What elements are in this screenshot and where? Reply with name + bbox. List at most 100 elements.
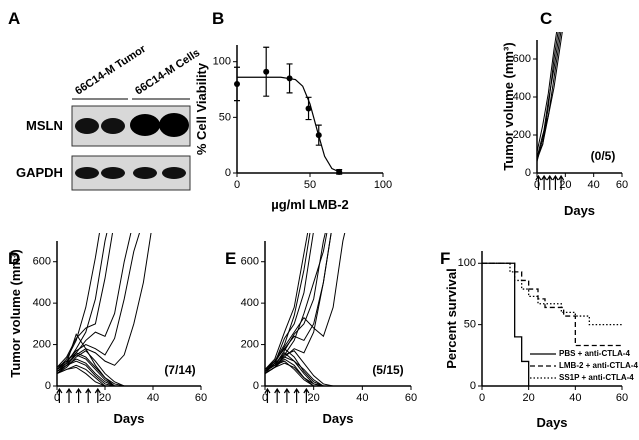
chart-panel: B 0 50 100 0 50 100 µg/ml LMB-2 % Cell Viability (194, 9, 392, 212)
y-tick-label: 400 (513, 91, 531, 103)
y-tick-label: 600 (513, 53, 531, 65)
data-point (263, 68, 270, 75)
x-tick-label: 40 (356, 392, 368, 404)
survival-curve (482, 262, 530, 386)
tumor-growth-line (264, 356, 324, 386)
panel-label: A (8, 9, 20, 28)
treatment-arrow (558, 174, 565, 190)
tumor-growth-line (56, 233, 114, 368)
chart-panel: D 0 200 400 600 0 20 40 60 Days Tumor volume (mm³)… (8, 233, 207, 426)
panel-label: E (225, 249, 236, 268)
treatment-arrow (94, 387, 101, 403)
x-tick-label: 40 (569, 392, 581, 404)
tumor-growth-line (56, 358, 115, 386)
tumor-growth-line (536, 32, 562, 160)
y-tick-label: 200 (33, 338, 51, 350)
y-tick-label: 100 (458, 257, 476, 269)
tumor-growth-line (264, 362, 324, 386)
y-axis-title: % Cell Viability (194, 62, 209, 155)
y-tick-label: 100 (213, 56, 231, 68)
x-tick-label: 50 (304, 179, 316, 191)
x-tick-label: 40 (147, 392, 159, 404)
y-tick-label: 0 (470, 380, 476, 392)
x-tick-label: 20 (308, 392, 320, 404)
treatment-arrow (264, 387, 271, 403)
y-axis-title: Tumor volume (mm³) (501, 42, 516, 170)
legend-label: SS1P + anti-CTLA-4 (559, 373, 634, 382)
chart-panel: E 0 200 400 600 0 20 40 60 Days (5/15) (225, 233, 417, 426)
x-tick-label: 0 (262, 392, 268, 404)
data-point (286, 75, 293, 82)
x-axis-title: Days (536, 415, 567, 430)
x-tick-label: 20 (559, 179, 571, 191)
panel-label: D (8, 249, 20, 268)
tumor-growth-line (536, 32, 563, 158)
tumor-growth-line (56, 233, 108, 372)
band (130, 114, 160, 136)
y-axis-title: Tumor volume (mm³) (8, 249, 23, 377)
x-axis-title: Days (322, 411, 353, 426)
y-tick-label: 50 (464, 319, 476, 331)
treatment-arrow (541, 174, 548, 190)
treatment-arrow (85, 387, 92, 403)
annotation: (7/14) (164, 363, 195, 377)
tumor-growth-line (56, 233, 100, 370)
x-tick-label: 0 (234, 179, 240, 191)
data-point (305, 105, 312, 112)
panel-label: C (540, 9, 552, 28)
legend-label: LMB-2 + anti-CTLA-4 (559, 361, 638, 370)
x-axis-title: µg/ml LMB-2 (271, 197, 349, 212)
y-tick-label: 0 (525, 167, 531, 179)
y-tick-label: 0 (225, 167, 231, 179)
treatment-arrow (75, 387, 82, 403)
tumor-growth-line (264, 233, 309, 370)
tumor-growth-line (56, 233, 140, 370)
treatment-arrow (274, 387, 281, 403)
x-tick-label: 40 (588, 179, 600, 191)
row-label: GAPDH (16, 165, 63, 180)
y-tick-label: 600 (33, 256, 51, 268)
fit-curve (237, 76, 340, 173)
tumor-growth-line (56, 333, 115, 386)
x-tick-label: 0 (534, 179, 540, 191)
x-axis-title: Days (113, 411, 144, 426)
x-tick-label: 100 (374, 179, 392, 191)
tumor-growth-line (536, 32, 558, 153)
y-tick-label: 400 (33, 297, 51, 309)
treatment-arrow (65, 387, 73, 403)
tumor-growth-line (56, 233, 152, 372)
survival-curve (482, 262, 622, 347)
tumor-growth-line (264, 233, 346, 372)
tumor-growth-line (56, 350, 125, 386)
tumor-growth-line (536, 32, 560, 162)
annotation: (5/15) (372, 363, 403, 377)
chart-panel: C 0 200 400 600 0 20 40 60 Days Tumor volume (mm³)… (501, 9, 628, 218)
y-tick-label: 600 (241, 256, 259, 268)
y-tick-label: 0 (253, 380, 259, 392)
treatment-arrow (546, 174, 553, 190)
tumor-growth-line (56, 366, 106, 386)
data-point (315, 132, 322, 139)
x-tick-label: 0 (479, 392, 485, 404)
y-tick-label: 200 (513, 129, 531, 141)
annotation: (0/5) (591, 149, 616, 163)
treatment-arrow (283, 387, 290, 403)
x-axis-title: Days (564, 203, 595, 218)
x-tick-label: 60 (616, 392, 628, 404)
x-tick-label: 60 (195, 392, 207, 404)
panel-label: F (440, 249, 450, 268)
tumor-growth-line (264, 347, 324, 386)
treatment-arrow (552, 174, 559, 190)
y-tick-label: 50 (219, 111, 231, 123)
band (101, 167, 125, 179)
chart-panel: F 0 50 100 0 20 40 60 Days Percent survival PBS + … (440, 249, 638, 430)
x-tick-label: 60 (616, 179, 628, 191)
band (159, 113, 189, 137)
band (75, 118, 99, 134)
panel-label: B (212, 9, 224, 28)
band (133, 167, 157, 179)
treatment-arrow (56, 387, 63, 403)
x-tick-label: 60 (405, 392, 417, 404)
row-label: MSLN (26, 118, 63, 133)
